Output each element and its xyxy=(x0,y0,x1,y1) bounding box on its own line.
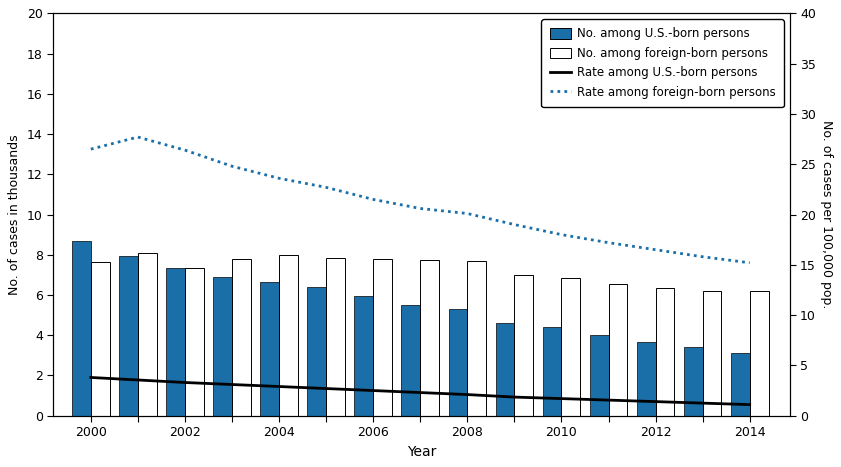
Bar xyxy=(72,241,91,416)
Bar xyxy=(684,347,702,416)
Y-axis label: No. of cases in thousands: No. of cases in thousands xyxy=(8,134,21,295)
Bar xyxy=(91,262,109,416)
Bar xyxy=(354,296,373,416)
Bar xyxy=(731,354,749,416)
Bar xyxy=(702,291,722,416)
Bar xyxy=(562,278,580,416)
Y-axis label: No. of cases per 100,000 pop.: No. of cases per 100,000 pop. xyxy=(820,120,833,309)
Bar xyxy=(185,268,204,416)
Bar xyxy=(495,323,515,416)
Bar xyxy=(468,261,486,416)
Bar xyxy=(260,282,279,416)
X-axis label: Year: Year xyxy=(407,445,436,459)
Bar xyxy=(279,255,298,416)
Bar xyxy=(609,284,627,416)
Bar xyxy=(213,277,232,416)
Bar xyxy=(420,260,439,416)
Bar xyxy=(448,309,468,416)
Bar xyxy=(515,275,533,416)
Bar xyxy=(637,342,656,416)
Bar xyxy=(138,253,156,416)
Bar xyxy=(749,291,769,416)
Bar xyxy=(401,305,420,416)
Legend: No. among U.S.-born persons, No. among foreign-born persons, Rate among U.S.-bor: No. among U.S.-born persons, No. among f… xyxy=(542,19,784,107)
Bar xyxy=(167,268,185,416)
Bar xyxy=(232,259,251,416)
Bar xyxy=(656,288,674,416)
Bar xyxy=(119,256,138,416)
Bar xyxy=(307,287,326,416)
Bar xyxy=(373,259,392,416)
Bar xyxy=(542,327,562,416)
Bar xyxy=(326,258,345,416)
Bar xyxy=(590,335,609,416)
